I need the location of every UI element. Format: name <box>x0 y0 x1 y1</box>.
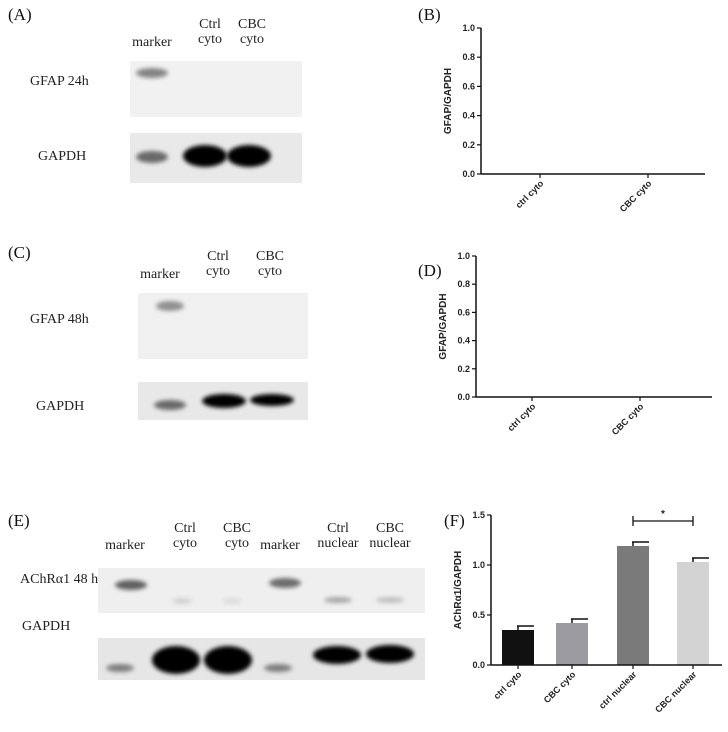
lane-label-line: cyto <box>198 32 222 47</box>
blot-band <box>324 597 352 603</box>
y-tick-label: 1.0 <box>472 560 485 570</box>
row-label: GAPDH <box>22 619 70 634</box>
row-label: GFAP 48h <box>30 312 89 327</box>
bar-CBC-nuclear <box>677 562 709 665</box>
lane-label-line: Ctrl <box>174 521 196 536</box>
panel-label: (F) <box>444 511 465 530</box>
lane-label-line: nuclear <box>317 536 359 551</box>
lane-label: marker <box>105 538 145 553</box>
panel-label: (A) <box>8 5 32 24</box>
row-label: GFAP 24h <box>30 74 89 89</box>
lane-label-line: cyto <box>258 264 282 279</box>
lane-label-line: marker <box>140 267 180 282</box>
y-tick-label: 0.4 <box>457 336 470 346</box>
lane-label-line: cyto <box>240 32 264 47</box>
lane-label-line: cyto <box>206 264 230 279</box>
lane-label-line: Ctrl <box>199 17 221 32</box>
blot-band <box>154 400 186 410</box>
bar-ctrl-cyto <box>502 630 534 665</box>
lane-label-line: CBC <box>238 17 266 32</box>
y-tick-label: 0.5 <box>472 610 485 620</box>
lane-label-line: CBC <box>376 521 404 536</box>
lane-label-line: marker <box>260 538 300 553</box>
y-tick-label: 0.0 <box>457 392 470 402</box>
y-axis-label: GFAP/GAPDH <box>438 293 449 359</box>
blot-band <box>264 664 292 672</box>
blot-band <box>172 598 192 604</box>
y-tick-label: 1.5 <box>472 510 485 520</box>
row-label: AChRα1 48 h <box>20 572 98 587</box>
lane-label: Ctrl cyto <box>173 521 197 551</box>
blot-band <box>222 598 242 604</box>
panel-label: (D) <box>418 261 442 280</box>
lane-label-line: cyto <box>173 536 197 551</box>
blot-band <box>106 664 134 672</box>
blot-band <box>204 646 252 674</box>
y-axis-label: AChRα1/GAPDH <box>453 551 464 629</box>
blot-membrane <box>98 568 425 613</box>
blot-band <box>366 645 414 663</box>
row-label: GAPDH <box>38 149 86 164</box>
blot-band <box>202 394 246 408</box>
lane-label: marker <box>132 35 172 50</box>
x-tick-label: ctrl cyto <box>514 178 546 210</box>
lane-label-line: nuclear <box>369 536 411 551</box>
significance-marker: * <box>661 509 665 520</box>
lane-label: CBC cyto <box>238 17 266 47</box>
blot-band <box>136 151 168 163</box>
y-tick-label: 0.4 <box>462 111 475 121</box>
y-tick-label: 0.6 <box>457 307 470 317</box>
lane-label: Ctrl nuclear <box>317 521 359 551</box>
x-tick-label: ctrl cyto <box>492 669 524 701</box>
x-tick-label: CBC nuclear <box>653 669 699 715</box>
bar-CBC-cyto <box>556 623 588 665</box>
blot-band <box>376 597 404 603</box>
lane-label-line: Ctrl <box>327 521 349 536</box>
lane-label-line: marker <box>132 35 172 50</box>
blot-band <box>313 646 361 664</box>
lane-label: CBC nuclear <box>369 521 411 551</box>
panel-label: (B) <box>418 5 441 24</box>
blot-band <box>269 578 301 588</box>
lane-label: CBC cyto <box>223 521 251 551</box>
lane-label: marker <box>260 538 300 553</box>
blot-band <box>227 145 271 167</box>
row-label: GAPDH <box>36 399 84 414</box>
y-tick-label: 0.2 <box>457 364 470 374</box>
x-tick-label: CBC cyto <box>618 178 654 214</box>
y-tick-label: 1.0 <box>462 23 475 33</box>
lane-label-line: CBC <box>223 521 251 536</box>
y-tick-label: 0.8 <box>462 52 475 62</box>
panel-label: (E) <box>8 511 30 530</box>
lane-label-line: marker <box>105 538 145 553</box>
lane-label: Ctrl cyto <box>198 17 222 47</box>
lane-label: marker <box>140 267 180 282</box>
lane-label-line: cyto <box>225 536 249 551</box>
y-tick-label: 0.8 <box>457 279 470 289</box>
x-tick-label: CBC cyto <box>610 401 646 437</box>
y-tick-label: 0.0 <box>462 169 475 179</box>
lane-label: CBC cyto <box>256 249 284 279</box>
x-tick-label: ctrl cyto <box>506 401 538 433</box>
lane-label-line: CBC <box>256 249 284 264</box>
lane-label-line: Ctrl <box>207 249 229 264</box>
y-tick-label: 1.0 <box>457 251 470 261</box>
panel-label: (C) <box>8 243 31 262</box>
blot-band <box>183 145 227 167</box>
y-tick-label: 0.2 <box>462 140 475 150</box>
blot-band <box>250 394 294 406</box>
blot-band <box>136 68 168 78</box>
y-tick-label: 0.6 <box>462 81 475 91</box>
x-tick-label: CBC cyto <box>542 669 578 705</box>
x-tick-label: ctrl nuclear <box>597 669 639 711</box>
lane-label: Ctrl cyto <box>206 249 230 279</box>
blot-band <box>152 646 200 674</box>
bar-ctrl-nuclear <box>617 546 649 665</box>
blot-band <box>156 301 184 311</box>
y-tick-label: 0.0 <box>472 660 485 670</box>
y-axis-label: GFAP/GAPDH <box>443 68 454 134</box>
blot-band <box>115 580 147 590</box>
